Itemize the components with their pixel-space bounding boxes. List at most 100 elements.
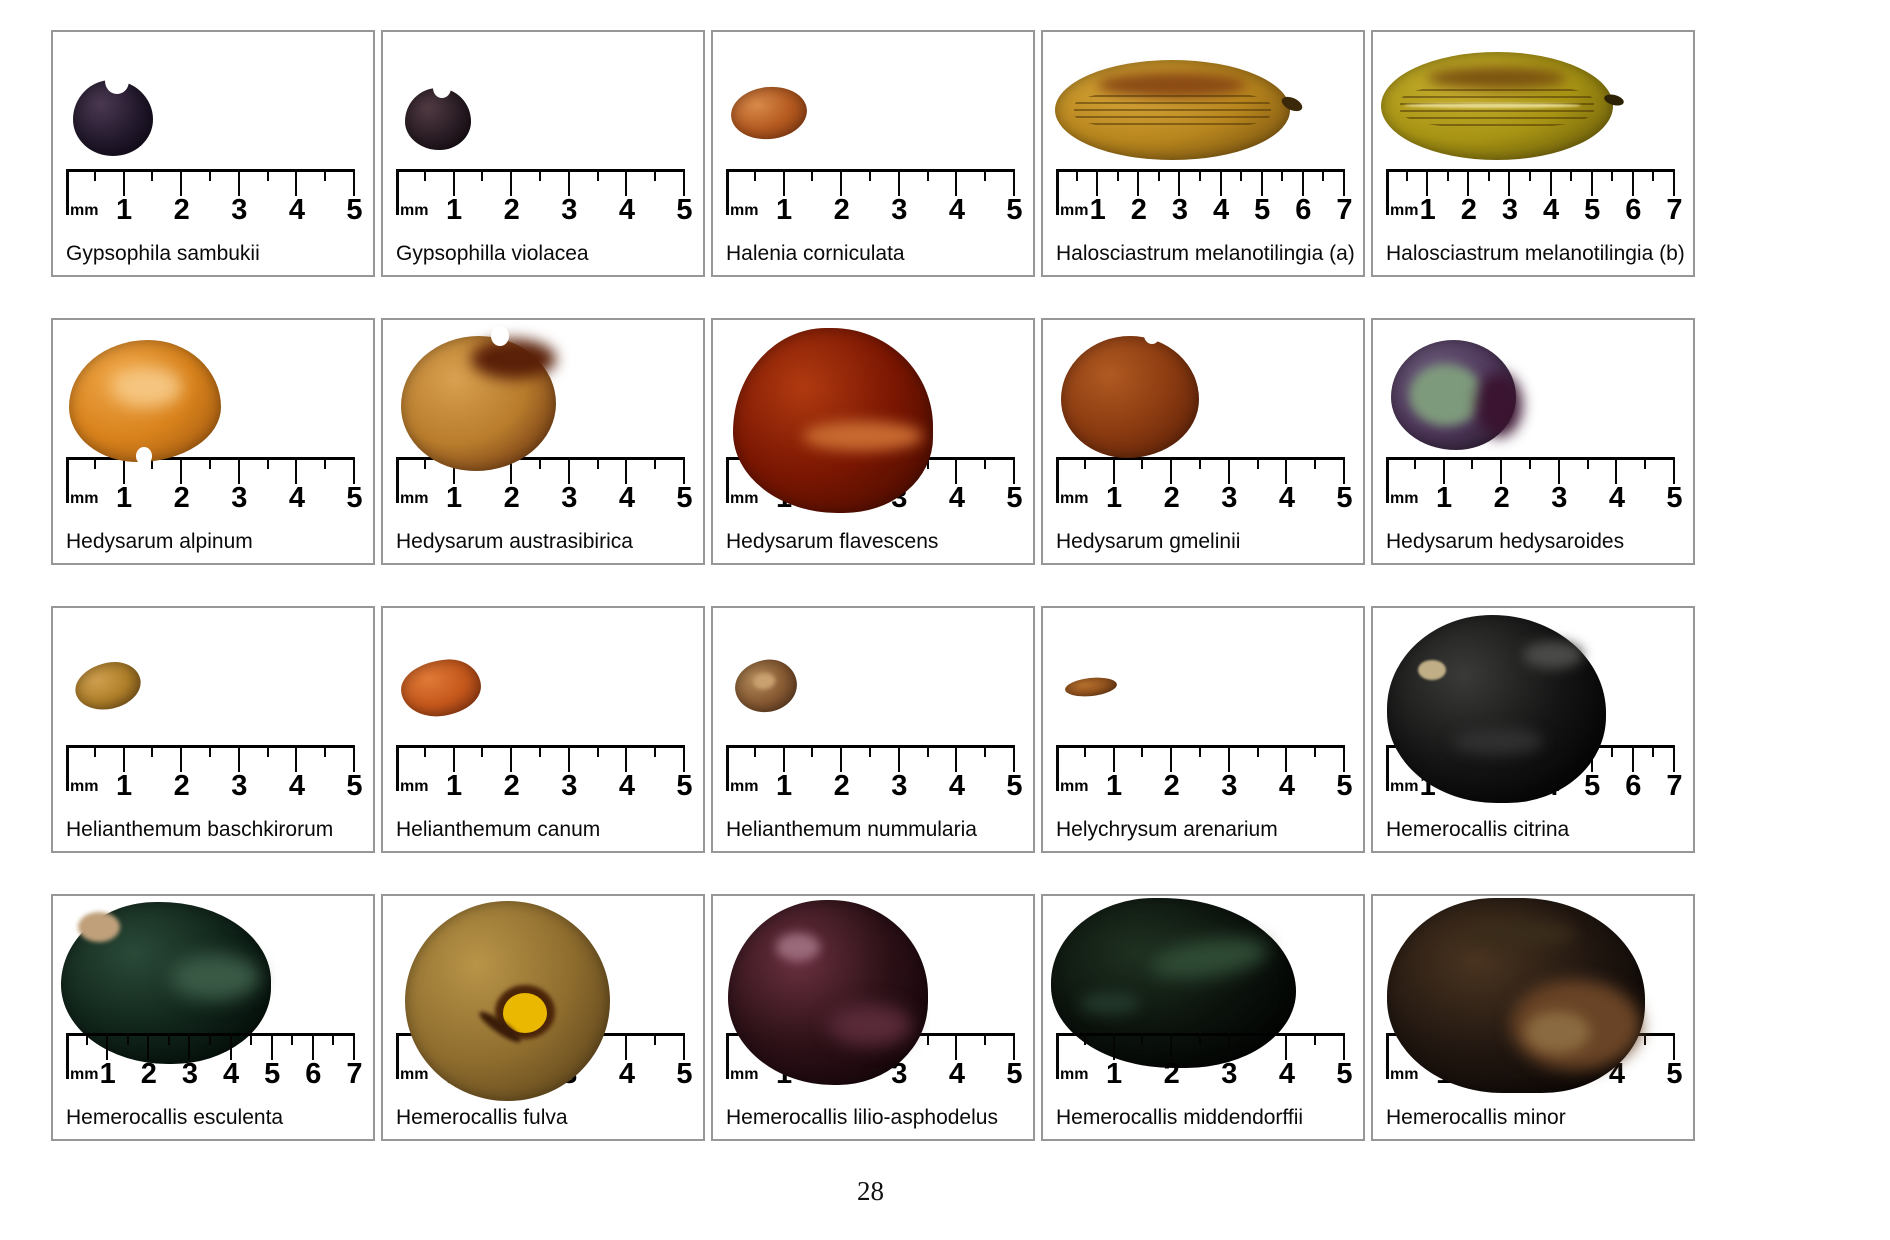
ruler-number: 5 [1336,1058,1352,1090]
ruler-tick [567,169,570,196]
mm-label: mm [1390,202,1419,219]
ruler-tick [237,169,240,196]
page-number: 28 [857,1176,884,1206]
ruler-number: 2 [1163,482,1180,514]
mm-label: mm [1390,490,1419,507]
seed-cell: 1 2 3 4 5 mm Halenia corniculata [711,30,1035,277]
ruler-zero-tick [396,457,399,503]
species-caption: Helianthemum nummularia [726,818,977,841]
ruler-tick [1652,745,1655,757]
ruler-tick [85,1033,88,1045]
ruler-tick [237,457,240,484]
ruler-tick [209,169,211,181]
ruler-zero-tick [726,745,729,791]
ruler-number: 2 [173,482,190,514]
ruler-tick [1096,169,1099,196]
ruler-number: 3 [1221,1058,1237,1090]
ruler-tick [270,1033,273,1060]
seed-marking [1404,102,1581,108]
ruler-tick [332,1033,335,1045]
ruler-tick [654,1033,657,1045]
seed-photo [70,656,146,716]
ruler-number: 1 [776,770,792,802]
ruler-tick [481,169,484,181]
ruler-tick [122,745,125,772]
mm-label: mm [70,490,99,507]
ruler-number: 5 [1666,1058,1682,1090]
ruler-tick [1471,457,1474,469]
seed-cell: 1 2 3 4 5 6 7 mm Halosciastrum melanotilingia (a… [1041,30,1365,277]
ruler-tick [1141,457,1144,469]
ruler-number: 2 [1163,1058,1180,1090]
ruler-zero-tick [1386,1033,1389,1079]
ruler-number: 4 [288,482,305,514]
ruler-number: 4 [948,770,965,802]
ruler-number: 5 [676,770,692,802]
ruler-number: 1 [1089,194,1106,226]
ruler-tick [1141,745,1144,757]
ruler-tick [122,457,125,484]
ruler-tick [93,745,96,757]
ruler-tick [1586,457,1589,469]
ruler-tick [209,1033,211,1045]
ruler-tick [353,169,355,196]
species-caption: Hedysarum alpinum [66,530,253,553]
ruler-tick [324,457,327,469]
species-caption: Halenia corniculata [726,242,905,265]
ruler-tick [1013,1033,1015,1060]
ruler-number: 2 [173,770,190,802]
ruler-number: 2 [173,194,190,226]
ruler-tick [93,169,96,181]
ruler-tick [266,169,269,181]
ruler-tick [897,169,900,196]
ruler-tick [1500,457,1503,484]
ruler-number: 5 [1584,194,1600,226]
seed-notch [135,447,152,466]
mm-label: mm [400,1066,429,1083]
ruler-tick [926,169,929,181]
ruler-tick [596,745,599,757]
ruler-tick [1644,1033,1647,1045]
ruler-number: 2 [1493,482,1510,514]
seed-marking [1452,727,1543,754]
ruler-number: 5 [676,194,692,226]
ruler-tick [1112,457,1115,484]
species-caption: Helianthemum canum [396,818,601,841]
seed-photo [1391,340,1522,450]
ruler-tick [984,169,987,181]
ruler-number: 3 [891,770,907,802]
species-caption: Hemerocallis minor [1386,1106,1566,1129]
ruler-zero-tick [1056,1033,1059,1079]
ruler-tick [452,745,455,772]
ruler-tick [180,457,183,484]
mm-ruler: 1 2 3 4 5 mm [66,169,363,233]
ruler-number: 1 [1436,482,1452,514]
seed-marking [828,1003,912,1046]
ruler-tick [1199,745,1201,757]
ruler-tick [1343,745,1345,772]
ruler-zero-tick [396,745,399,791]
ruler-number: 4 [618,482,635,514]
ruler-tick [1285,1033,1288,1060]
mm-label: mm [1390,1066,1419,1083]
ruler-tick [209,745,211,757]
seed-marking [803,420,923,451]
mm-label: mm [70,778,99,795]
ruler-tick [625,745,628,772]
ruler-tick [539,745,541,757]
seed-cell: 1 2 3 4 5 mm Helychrysum arenarium [1041,606,1365,853]
seed-stem [1602,92,1625,108]
mm-label: mm [1060,490,1089,507]
ruler-tick [1426,169,1429,196]
ruler-number: 7 [1666,194,1682,226]
ruler-tick [811,745,814,757]
seed-marking [470,338,556,379]
ruler-tick [654,457,657,469]
ruler-tick [311,1033,314,1060]
seed-cell: 1 2 3 4 5 mm Hedysarum alpinum [51,318,375,565]
ruler-number: 6 [305,1058,321,1090]
